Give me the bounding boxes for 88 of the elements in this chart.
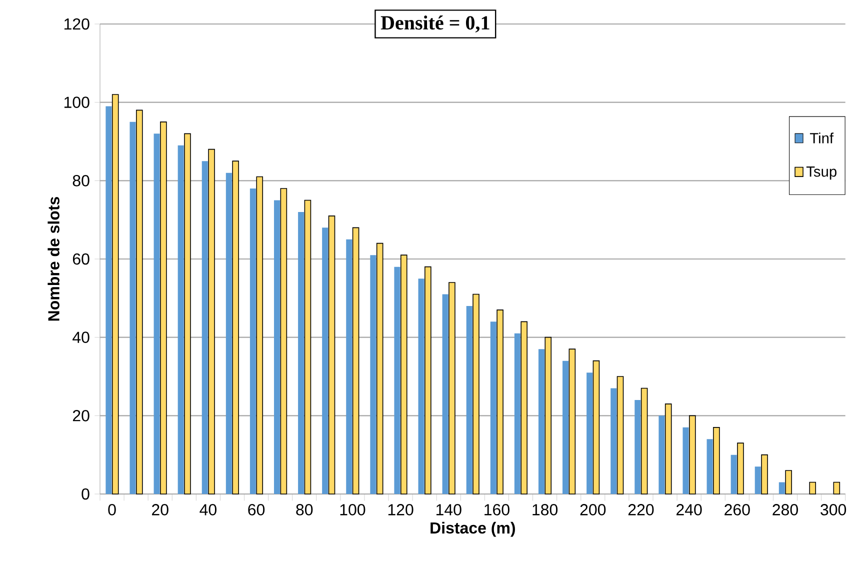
bar [400,254,408,494]
bar [304,200,312,494]
y-axis-title: Nombre de slots [48,196,60,321]
y-tick-label: 0 [82,488,90,500]
bar [256,176,264,494]
bar [232,160,239,494]
bar [713,427,720,494]
bar [640,388,648,494]
legend-label: Tinf [810,132,834,144]
y-tick-label: 60 [72,253,90,265]
x-tick-label: 60 [248,504,265,516]
bar [394,266,400,494]
bar [514,333,520,494]
x-tick-label: 200 [580,504,606,516]
x-tick-label: 100 [340,504,366,516]
bar [634,400,641,494]
bar [424,266,432,494]
bar [610,388,617,494]
y-tick-label: 20 [72,410,90,422]
bar [442,294,448,494]
y-tick-label: 80 [72,175,90,186]
bar [544,336,552,494]
bar [586,372,593,494]
x-tick-label: 80 [296,504,313,516]
bar [274,200,280,494]
bar [184,133,191,494]
bar [833,482,840,494]
chart-title: Densité = 0,1 [380,16,490,32]
bar [761,454,768,494]
bar [785,470,792,494]
x-tick-label: 20 [152,504,168,516]
bar [178,145,184,494]
legend-label: Tsup [806,166,836,180]
y-tick-label: 100 [64,96,90,108]
bar [130,122,136,494]
x-tick-label: 40 [200,504,216,516]
bar [562,360,569,494]
bar [706,439,713,494]
bar [616,376,624,494]
bar [472,294,480,494]
x-tick-label: 220 [628,504,654,516]
x-tick-label: 120 [388,504,414,516]
x-tick-label: 300 [820,504,846,516]
bar [448,282,456,494]
bar [658,416,665,494]
bar [112,94,119,494]
bar [322,228,328,494]
bar [490,322,496,494]
bar [376,242,384,494]
bar [809,482,816,494]
bar [496,310,504,494]
bar [664,404,672,494]
bar [418,278,424,494]
bar [106,106,112,494]
bar [730,454,737,494]
bar [328,216,336,494]
x-tick-label: 180 [532,504,558,516]
x-tick-label: 0 [108,504,116,516]
bar [250,188,256,494]
x-tick-label: 260 [724,504,750,516]
bar [298,212,304,494]
bar [688,415,696,494]
x-axis-title: Distace (m) [430,522,515,537]
bar [778,482,785,494]
bar [538,349,544,494]
bar [346,239,352,494]
y-tick-label: 120 [64,18,90,30]
bar [370,255,376,494]
x-tick-label: 240 [676,504,702,516]
x-tick-label: 160 [484,504,510,516]
x-tick-label: 280 [772,504,798,516]
bar [160,122,167,494]
bar [592,360,600,494]
bar [136,110,143,494]
bar [352,227,360,494]
bar [280,188,288,494]
x-tick-label: 140 [436,504,462,516]
bar [737,442,744,494]
bar [466,306,472,494]
bar [154,134,160,494]
bar [226,172,232,494]
bar [682,427,689,494]
bar [568,348,576,494]
y-tick-label: 40 [72,332,90,343]
bar [520,321,528,494]
bar [202,161,208,494]
bar [208,148,215,494]
bar [754,466,761,494]
